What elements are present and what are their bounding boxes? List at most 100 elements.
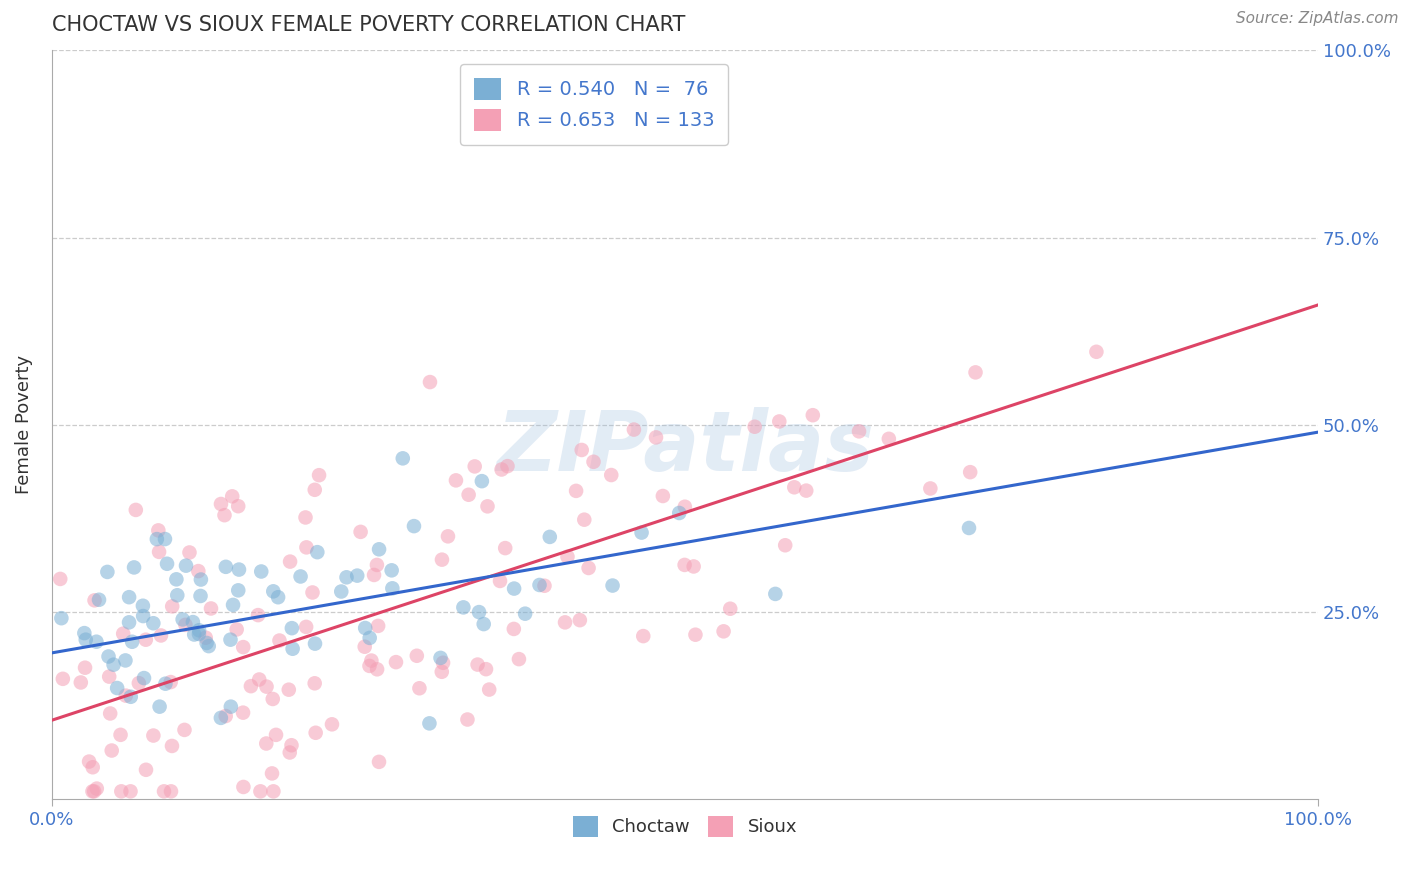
Point [149, 699, 172, 714]
Point [190, 589, 212, 603]
Point [367, 619, 389, 633]
Point [571, 442, 593, 457]
Point [142, 616, 165, 631]
Point [294, 510, 316, 524]
Point [359, 631, 381, 645]
Point [247, 608, 270, 623]
Point [602, 578, 624, 592]
Point [633, 629, 655, 643]
Point [418, 716, 440, 731]
Point [172, 612, 194, 626]
Point [673, 500, 696, 514]
Legend: Choctaw, Sioux: Choctaw, Sioux [564, 807, 806, 846]
Point [83, 784, 105, 798]
Point [304, 483, 326, 497]
Point [153, 784, 176, 798]
Point [49, 572, 72, 586]
Point [174, 617, 197, 632]
Point [232, 780, 254, 794]
Point [557, 549, 579, 564]
Point [437, 529, 460, 543]
Point [959, 465, 981, 479]
Point [295, 620, 318, 634]
Point [197, 639, 219, 653]
Point [228, 563, 250, 577]
Point [262, 584, 284, 599]
Point [290, 569, 312, 583]
Point [321, 717, 343, 731]
Point [513, 607, 536, 621]
Point [503, 582, 526, 596]
Point [278, 555, 301, 569]
Point [668, 506, 690, 520]
Point [165, 572, 187, 586]
Point [471, 474, 494, 488]
Point [477, 500, 499, 514]
Point [349, 524, 371, 539]
Point [405, 648, 427, 663]
Point [281, 641, 304, 656]
Point [651, 489, 673, 503]
Point [226, 583, 249, 598]
Point [496, 459, 519, 474]
Point [335, 570, 357, 584]
Point [232, 640, 254, 654]
Point [965, 365, 987, 379]
Point [453, 600, 475, 615]
Point [713, 624, 735, 639]
Point [155, 676, 177, 690]
Point [110, 728, 132, 742]
Point [432, 656, 454, 670]
Point [354, 621, 377, 635]
Point [120, 784, 142, 798]
Point [52, 672, 75, 686]
Point [160, 599, 183, 614]
Point [472, 617, 495, 632]
Point [183, 627, 205, 641]
Point [478, 682, 501, 697]
Point [366, 558, 388, 572]
Point [128, 676, 150, 690]
Point [304, 676, 326, 690]
Point [467, 657, 489, 672]
Point [96, 565, 118, 579]
Point [773, 538, 796, 552]
Point [149, 628, 172, 642]
Point [98, 706, 121, 721]
Point [110, 784, 132, 798]
Point [744, 419, 766, 434]
Point [353, 640, 375, 654]
Point [468, 605, 491, 619]
Point [346, 568, 368, 582]
Point [73, 626, 96, 640]
Point [957, 521, 980, 535]
Point [920, 482, 942, 496]
Point [260, 766, 283, 780]
Point [51, 611, 73, 625]
Point [475, 662, 498, 676]
Point [215, 559, 238, 574]
Point [132, 609, 155, 624]
Point [132, 599, 155, 613]
Point [173, 723, 195, 737]
Point [174, 558, 197, 573]
Point [430, 665, 453, 679]
Point [308, 468, 330, 483]
Point [502, 622, 524, 636]
Point [222, 598, 245, 612]
Point [307, 545, 329, 559]
Point [848, 425, 870, 439]
Point [402, 519, 425, 533]
Point [209, 711, 232, 725]
Point [82, 784, 104, 798]
Point [215, 709, 238, 723]
Point [146, 532, 169, 546]
Point [429, 651, 451, 665]
Point [86, 781, 108, 796]
Point [630, 525, 652, 540]
Point [105, 681, 128, 695]
Point [190, 573, 212, 587]
Point [363, 568, 385, 582]
Point [673, 558, 696, 572]
Point [132, 671, 155, 685]
